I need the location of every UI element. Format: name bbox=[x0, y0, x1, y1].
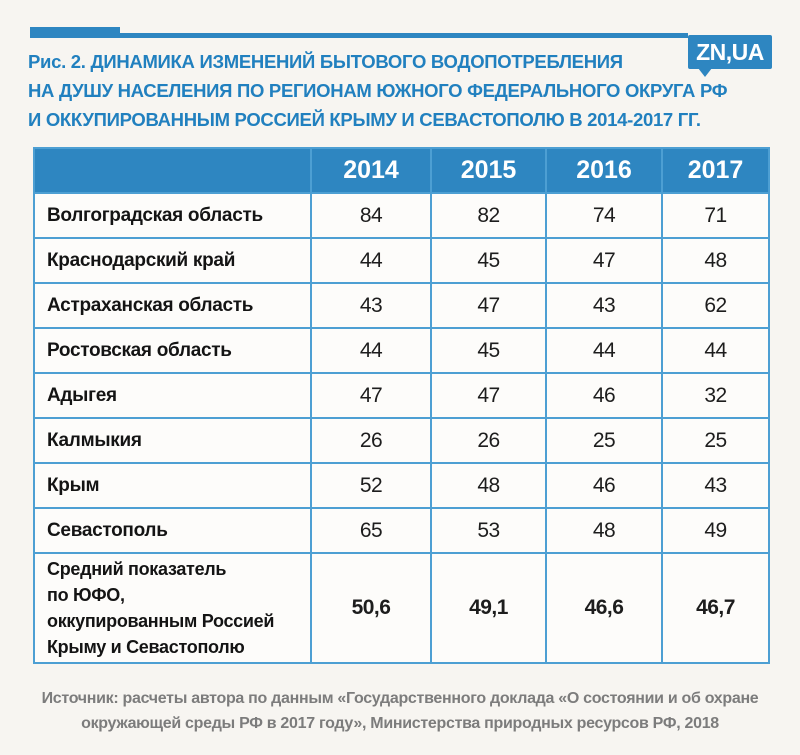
value-cell: 47 bbox=[310, 372, 432, 419]
table-row: Средний показатель по ЮФО, оккупированны… bbox=[33, 552, 770, 664]
header-cell-2016: 2016 bbox=[545, 147, 663, 194]
row-label: Краснодарский край bbox=[33, 237, 312, 284]
value-cell: 74 bbox=[545, 192, 663, 239]
value-cell: 48 bbox=[661, 237, 770, 284]
table-row: Крым 52 48 46 43 bbox=[33, 462, 770, 509]
source-note: Источник: расчеты автора по данным «Госу… bbox=[0, 686, 800, 736]
value-cell: 44 bbox=[545, 327, 663, 374]
znua-logo-text: ZN,UA bbox=[696, 38, 764, 65]
znua-logo: ZN,UA bbox=[688, 35, 772, 77]
figure-title-line-2: НА ДУШУ НАСЕЛЕНИЯ ПО РЕГИОНАМ ЮЖНОГО ФЕД… bbox=[28, 80, 728, 101]
table-row: Калмыкия 26 26 25 25 bbox=[33, 417, 770, 464]
value-cell: 25 bbox=[545, 417, 663, 464]
value-cell: 45 bbox=[430, 237, 547, 284]
value-cell: 44 bbox=[661, 327, 770, 374]
source-note-line-2: окружающей среды РФ в 2017 году», Минист… bbox=[81, 715, 719, 732]
row-label: Ростовская область bbox=[33, 327, 312, 374]
figure-title-line-1: Рис. 2. ДИНАМИКА ИЗМЕНЕНИЙ БЫТОВОГО ВОДО… bbox=[28, 51, 623, 72]
value-cell: 52 bbox=[310, 462, 432, 509]
row-label: Волгоградская область bbox=[33, 192, 312, 239]
table-row: Адыгея 47 47 46 32 bbox=[33, 372, 770, 419]
value-cell: 49 bbox=[661, 507, 770, 554]
value-cell: 43 bbox=[310, 282, 432, 329]
top-accent-bar-thick bbox=[30, 27, 120, 38]
value-cell: 47 bbox=[430, 282, 547, 329]
water-consumption-table: 2014 2015 2016 2017 Волгоградская област… bbox=[33, 147, 770, 664]
value-cell: 84 bbox=[310, 192, 432, 239]
value-cell: 43 bbox=[661, 462, 770, 509]
table-row: Ростовская область 44 45 44 44 bbox=[33, 327, 770, 374]
value-cell: 32 bbox=[661, 372, 770, 419]
row-label: Крым bbox=[33, 462, 312, 509]
header-cell-2017: 2017 bbox=[661, 147, 770, 194]
row-label: Калмыкия bbox=[33, 417, 312, 464]
value-cell: 82 bbox=[430, 192, 547, 239]
header-cell-2015: 2015 bbox=[430, 147, 547, 194]
value-cell: 26 bbox=[310, 417, 432, 464]
table-row: Волгоградская область 84 82 74 71 bbox=[33, 192, 770, 239]
row-label: Астраханская область bbox=[33, 282, 312, 329]
source-note-line-1: Источник: расчеты автора по данным «Госу… bbox=[41, 690, 759, 707]
value-cell: 44 bbox=[310, 327, 432, 374]
table-body: Волгоградская область 84 82 74 71 Краснодарск… bbox=[33, 192, 770, 664]
value-cell: 47 bbox=[430, 372, 547, 419]
header-cell-2014: 2014 bbox=[310, 147, 432, 194]
table-header-row: 2014 2015 2016 2017 bbox=[33, 147, 770, 194]
value-cell: 48 bbox=[545, 507, 663, 554]
value-cell: 48 bbox=[430, 462, 547, 509]
value-cell: 45 bbox=[430, 327, 547, 374]
value-cell: 46,7 bbox=[661, 552, 770, 664]
value-cell: 62 bbox=[661, 282, 770, 329]
value-cell: 25 bbox=[661, 417, 770, 464]
value-cell: 46 bbox=[545, 462, 663, 509]
value-cell: 65 bbox=[310, 507, 432, 554]
row-label: Севастополь bbox=[33, 507, 312, 554]
value-cell: 44 bbox=[310, 237, 432, 284]
table-row: Краснодарский край 44 45 47 48 bbox=[33, 237, 770, 284]
table-row: Севастополь 65 53 48 49 bbox=[33, 507, 770, 554]
header-cell-empty bbox=[33, 147, 312, 194]
value-cell: 46 bbox=[545, 372, 663, 419]
value-cell: 53 bbox=[430, 507, 547, 554]
logo-speech-tail-icon bbox=[698, 68, 712, 77]
figure-title-line-3: И ОККУПИРОВАННЫМ РОССИЕЙ КРЫМУ И СЕВАСТО… bbox=[28, 109, 701, 130]
value-cell: 49,1 bbox=[430, 552, 547, 664]
value-cell: 71 bbox=[661, 192, 770, 239]
table-row: Астраханская область 43 47 43 62 bbox=[33, 282, 770, 329]
top-accent-bar-thin bbox=[120, 33, 688, 38]
value-cell: 46,6 bbox=[545, 552, 663, 664]
row-label: Адыгея bbox=[33, 372, 312, 419]
row-label: Средний показатель по ЮФО, оккупированны… bbox=[33, 552, 312, 664]
value-cell: 43 bbox=[545, 282, 663, 329]
table-header: 2014 2015 2016 2017 bbox=[33, 147, 770, 194]
value-cell: 26 bbox=[430, 417, 547, 464]
figure-title: Рис. 2. ДИНАМИКА ИЗМЕНЕНИЙ БЫТОВОГО ВОДО… bbox=[28, 47, 778, 134]
value-cell: 50,6 bbox=[310, 552, 432, 664]
value-cell: 47 bbox=[545, 237, 663, 284]
